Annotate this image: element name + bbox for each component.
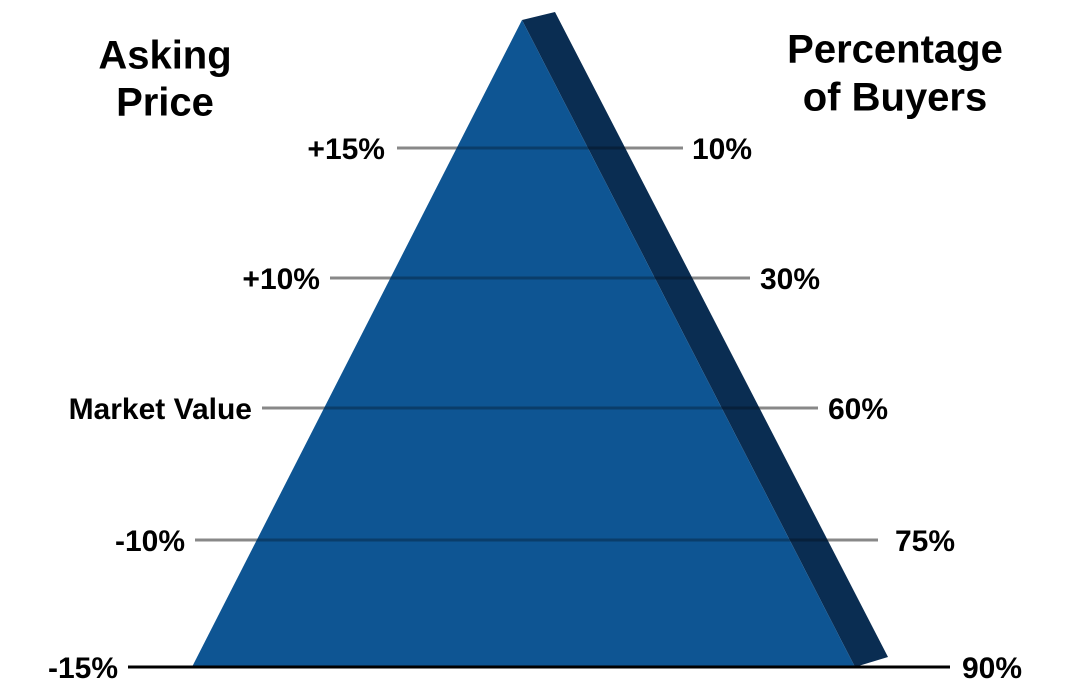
right-title: of Buyers bbox=[803, 76, 988, 120]
right-title: Percentage bbox=[787, 28, 1003, 72]
price-label: +10% bbox=[242, 263, 320, 296]
buyers-label: 60% bbox=[828, 393, 888, 426]
pyramid-front bbox=[192, 20, 855, 667]
buyers-label: 75% bbox=[895, 525, 955, 558]
price-label: -15% bbox=[48, 652, 118, 685]
left-title: Price bbox=[116, 81, 214, 125]
buyers-label: 10% bbox=[692, 133, 752, 166]
buyers-label: 90% bbox=[962, 652, 1022, 685]
price-label: Market Value bbox=[69, 393, 252, 426]
left-title: Asking bbox=[98, 34, 231, 78]
pyramid-side bbox=[522, 12, 888, 667]
guide-lines-over bbox=[128, 146, 950, 669]
price-label: -10% bbox=[115, 525, 185, 558]
price-label: +15% bbox=[307, 133, 385, 166]
buyers-label: 30% bbox=[760, 263, 820, 296]
